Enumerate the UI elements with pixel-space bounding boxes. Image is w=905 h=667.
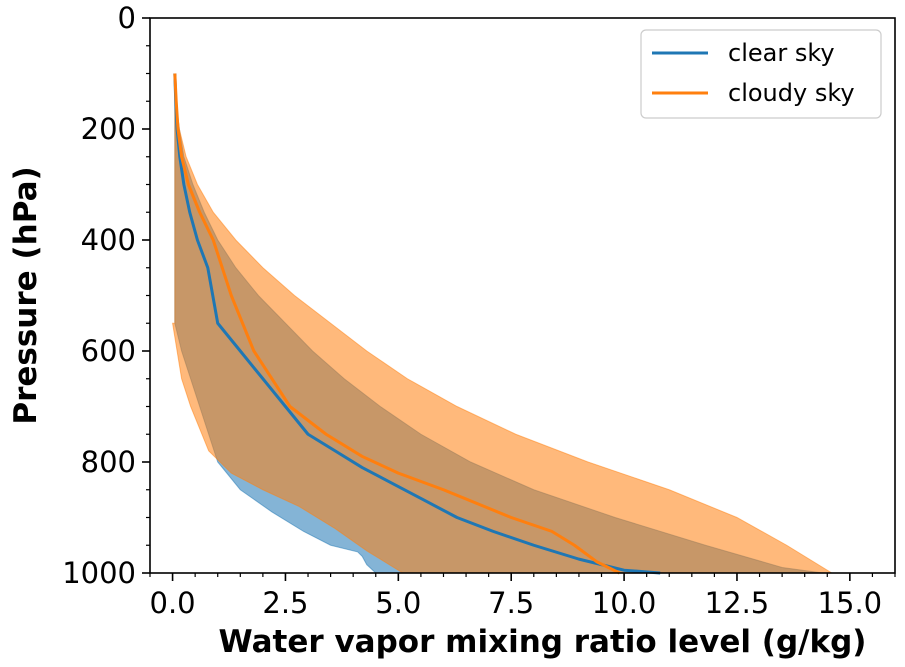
legend: clear sky cloudy sky xyxy=(640,29,882,119)
y-tick-label: 200 xyxy=(81,112,136,146)
x-axis-ticks: 0.0 2.5 5.0 7.5 10.0 12.5 15.0 xyxy=(149,573,896,620)
x-tick-label: 10.0 xyxy=(592,586,657,620)
y-tick-label: 0 xyxy=(118,1,136,35)
band-cloudy-sky xyxy=(171,73,834,574)
x-tick-label: 2.5 xyxy=(262,586,308,620)
line-cloudy-sky xyxy=(173,73,621,575)
x-tick-label: 5.0 xyxy=(375,586,421,620)
confidence-bands xyxy=(171,73,834,574)
legend-label: clear sky xyxy=(728,39,835,67)
mean-lines xyxy=(173,73,661,575)
legend-label: cloudy sky xyxy=(728,79,855,107)
y-axis-ticks: 0 200 400 600 800 1000 xyxy=(62,1,150,590)
x-tick-label: 12.5 xyxy=(705,586,770,620)
line-clear-sky xyxy=(173,73,661,575)
y-tick-label: 400 xyxy=(81,223,136,257)
y-tick-label: 800 xyxy=(81,445,136,479)
x-axis-title: Water vapor mixing ratio level (g/kg) xyxy=(219,624,867,660)
y-tick-label: 600 xyxy=(81,334,136,368)
x-tick-label: 7.5 xyxy=(488,586,534,620)
y-axis-title: Pressure (hPa) xyxy=(8,166,44,424)
y-tick-label: 1000 xyxy=(62,556,136,590)
x-tick-label: 0.0 xyxy=(150,586,196,620)
x-tick-label: 15.0 xyxy=(818,586,883,620)
